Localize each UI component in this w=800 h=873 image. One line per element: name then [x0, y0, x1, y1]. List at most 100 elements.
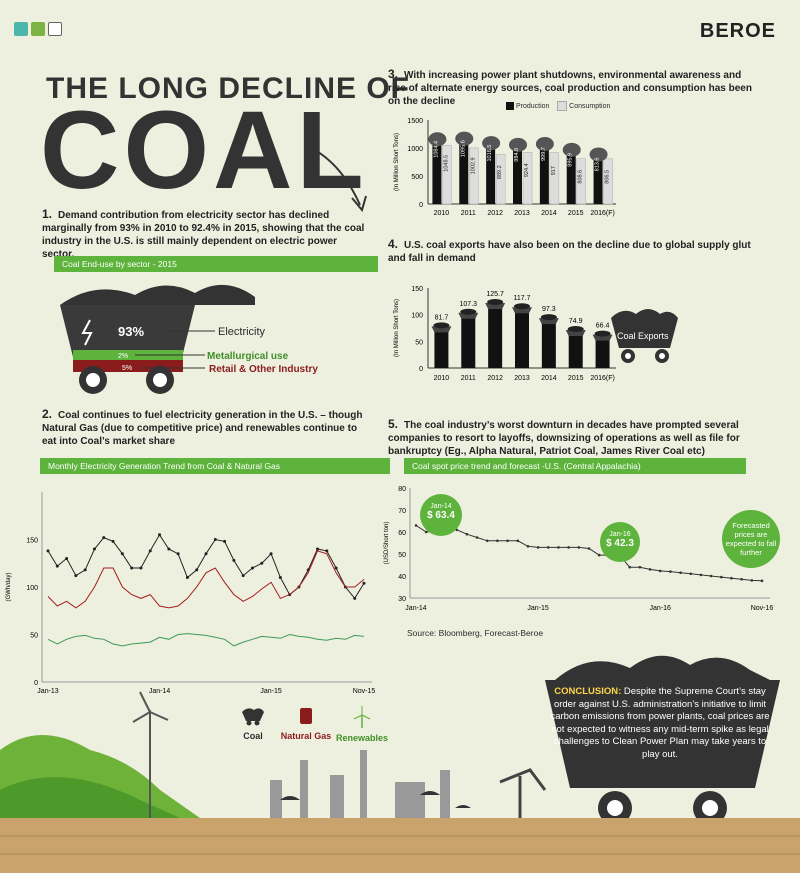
- consumption-value-label: 1048.5: [443, 155, 449, 172]
- coal-point: [185, 576, 189, 579]
- source-note: Source: Bloomberg, Forecast-Beroe: [407, 628, 544, 638]
- production-chart: 0 500 1000 1500 (In Million Short Tons) 1084.…: [394, 118, 616, 217]
- sec1-text: 1. Demand contribution from electricity s…: [42, 207, 365, 261]
- export-bar: [568, 328, 583, 368]
- xtick-label: 2015: [568, 210, 584, 217]
- smoke-cloud: [509, 137, 527, 152]
- coal-point: [120, 552, 124, 556]
- coal-point: [176, 552, 180, 556]
- coal-point: [92, 547, 96, 551]
- production-value-label: 984.8: [514, 148, 520, 162]
- ytick-label: 150: [26, 538, 38, 545]
- consumption-value-label: 808.6: [578, 170, 584, 184]
- consumption-bar: [549, 152, 560, 205]
- export-value-label: 117.7: [514, 295, 531, 302]
- production-bar: [486, 147, 496, 204]
- sec3-text: 3. With increasing power plant shutdowns,…: [388, 67, 752, 108]
- bubble-jan16: Jan-16 $ 42.3: [600, 522, 640, 562]
- xtick-label: 2011: [461, 210, 476, 217]
- bottom-scenery: [0, 691, 800, 873]
- xtick-label: 2015: [568, 375, 584, 382]
- y-axis-label: (In Million Short Tons): [394, 299, 400, 357]
- conclusion-cart: [545, 655, 780, 825]
- coal-heap: [567, 326, 584, 333]
- export-value-label: 66.4: [596, 323, 610, 330]
- coal-point: [316, 547, 320, 551]
- production-value-label: 1084.4: [433, 141, 439, 158]
- xtick-label: 2016(F): [590, 375, 615, 382]
- consumption-bar: [495, 153, 506, 205]
- production-bar: [432, 143, 442, 204]
- production-bar: [593, 158, 603, 204]
- bubble-jan14: Jan-14 $ 63.4: [420, 494, 462, 536]
- consumption-bar: [603, 158, 613, 205]
- production-value-label: 999.7: [541, 147, 547, 161]
- coal-line: [47, 533, 365, 600]
- sec2-bar: Monthly Electricity Generation Trend fro…: [40, 458, 390, 474]
- sec5-bar: Coal spot price trend and forecast -U.S.…: [404, 458, 746, 474]
- legend-ren: Renewables: [334, 706, 390, 743]
- mini-cart: [565, 330, 586, 337]
- production-value-label: 1095.6: [460, 140, 466, 157]
- xtick-label: 2016(F): [590, 210, 615, 217]
- coal-point: [148, 549, 152, 553]
- mini-cart: [485, 302, 506, 309]
- coal-point: [269, 552, 273, 556]
- ytick-label: 50: [398, 552, 406, 559]
- coal-point: [362, 581, 366, 585]
- ytick-label: 50: [30, 633, 38, 640]
- legend-gas: Natural Gas: [276, 706, 336, 741]
- xtick-label: 2014: [541, 210, 557, 217]
- met-label: Metallurgical use: [207, 351, 289, 362]
- coal-point: [158, 533, 162, 537]
- production-bar: [539, 148, 549, 204]
- xtick-label: Jan-14: [405, 605, 427, 612]
- sec2-text: 2. Coal continues to fuel electricity gen…: [42, 407, 363, 448]
- coal-point: [195, 568, 199, 572]
- consumption-bar: [469, 147, 479, 205]
- coal-point: [167, 547, 171, 551]
- smoke-cloud: [589, 147, 608, 162]
- export-value-label: 97.3: [542, 306, 556, 313]
- consumption-bar: [522, 151, 533, 205]
- mini-cart: [512, 307, 532, 314]
- export-value-label: 74.9: [569, 318, 583, 325]
- consumption-value-label: 1002.9: [470, 157, 476, 174]
- ytick-label: 60: [398, 530, 406, 537]
- mini-cart: [431, 326, 452, 333]
- xtick-label: 2010: [434, 210, 450, 217]
- coal-point: [139, 566, 143, 570]
- xtick-label: 2014: [541, 375, 557, 382]
- coal-point: [55, 564, 59, 568]
- mini-cart: [538, 318, 559, 325]
- export-value-label: 81.7: [435, 314, 449, 321]
- ytick-label: 500: [411, 174, 423, 181]
- retail-label: Retail & Other Industry: [209, 364, 318, 375]
- generation-chart: 0 50 100 150 (GWh/day) Jan-13 Jan-14 Jan-15 Nov-…: [6, 492, 375, 695]
- page-title-coal: COAL: [40, 89, 368, 212]
- wind-turbine-icon: [353, 706, 371, 728]
- coal-exports-cart: [611, 309, 678, 363]
- coal-point: [130, 566, 134, 570]
- barrel-icon: [300, 708, 312, 724]
- coal-point: [334, 566, 338, 570]
- ytick-label: 0: [419, 366, 423, 373]
- consumption-value-label: 806.5: [605, 170, 611, 184]
- xtick-label: 2013: [514, 210, 530, 217]
- coal-point: [353, 596, 357, 600]
- y-axis-label: (In Million Short Tons): [394, 133, 400, 191]
- sec4-text: 4. U.S. coal exports have also been on th…: [388, 237, 751, 265]
- coal-exports-label: Coal Exports: [617, 331, 669, 341]
- coal-point: [325, 549, 329, 553]
- coal-heap: [433, 322, 450, 329]
- coal-point: [278, 576, 282, 579]
- coal-point: [232, 558, 236, 562]
- coal-point: [260, 561, 264, 565]
- renewables-line: [47, 633, 365, 647]
- export-bar: [434, 324, 449, 368]
- xtick-label: Jan-15: [260, 688, 282, 695]
- sec3-legend: Production Consumption: [506, 101, 610, 111]
- smoke-cloud: [428, 132, 447, 147]
- sec1-bar: Coal End-use by sector - 2015: [54, 256, 378, 272]
- consumption-value-label: 917: [551, 166, 557, 175]
